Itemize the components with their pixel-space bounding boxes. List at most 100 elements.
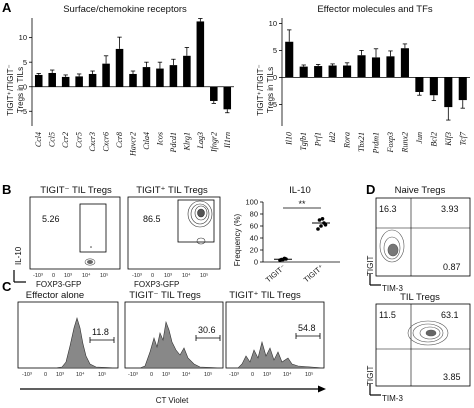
flow-histograms-c: Effector alone TIGIT⁻ TIL Tregs TIGIT⁺ T… [17, 290, 326, 405]
scatter-chart-il10: IL-10 Frequency (%) 0 20 40 60 80 100 TIGIT⁻ TI… [233, 185, 340, 284]
flow-b2-contours [187, 200, 213, 245]
bar-Lag3 [196, 21, 205, 87]
scatter-category-label: TIGIT⁻ [264, 263, 288, 285]
scatter-point [320, 217, 325, 221]
flow-c-x-label: CT Violet [156, 396, 189, 405]
bar-Id2 [328, 65, 337, 78]
bar-Ccr2 [61, 76, 70, 87]
flow-b2-x-label: FOXP3-GFP [134, 280, 179, 289]
category-label-Jun: Jun [415, 132, 424, 144]
y-tick-label: 0 [23, 82, 27, 91]
category-label-Havcr2: Havcr2 [129, 132, 138, 157]
category-label-Tcf7: Tcf7 [458, 131, 467, 145]
significance-label: ** [298, 199, 306, 209]
category-label-Tgfb1: Tgfb1 [299, 132, 308, 151]
flow-b1-x-label: FOXP3-GFP [36, 280, 81, 289]
panel-label-d: D [366, 182, 375, 197]
flow-b2-percent: 86.5 [143, 214, 161, 224]
category-label-Runx2: Runx2 [400, 132, 409, 153]
flow-c3-x-tick-5: 10⁵ [305, 371, 313, 378]
flow-c1-percent: 11.8 [92, 327, 109, 337]
bar-Ctla4 [142, 67, 151, 87]
flow-d2-x-label: TIM-3 [382, 394, 403, 403]
flow-b1-percent: 5.26 [42, 214, 60, 224]
bar-Klrg1 [183, 55, 191, 87]
category-label-Ifngr2: Ifngr2 [209, 132, 218, 153]
category-label-Ccl5: Ccl5 [48, 132, 57, 147]
flow-b2-x-tick-4: 10⁴ [182, 272, 191, 279]
flow-d1-q-ur: 3.93 [441, 204, 459, 214]
bar-Rora [343, 65, 352, 78]
scatter-point [316, 227, 320, 231]
category-label-Il1rn: Il1rn [223, 132, 232, 149]
bar-Cxcr6 [102, 63, 110, 87]
panel-label-a: A [2, 0, 12, 15]
panel-label-b: B [2, 182, 11, 197]
flow-d2-frame [375, 303, 471, 387]
flow-d1-q-lr: 0.87 [443, 262, 461, 272]
bar-plot-surface: -5 0 5 10 Ccl4 Ccl5 Ccr2 Ccr5 Cxcr3 Cxcr6 Ccr8 Havc… [19, 18, 234, 157]
scatter-y-tick-label: 100 [245, 198, 258, 207]
bar-Prf1 [314, 66, 323, 78]
flow-c2-percent: 30.6 [198, 325, 216, 335]
bar-Ccr8 [115, 48, 124, 87]
bar-Prdm1 [371, 57, 381, 78]
scatter-y-tick-label: 40 [250, 234, 258, 243]
flow-plot-d2: TIL Tregs 11.5 63.1 3.85 TIGIT TIM-3 [366, 292, 471, 403]
flow-b1-events [84, 246, 96, 266]
bar-Foxp3 [386, 56, 395, 78]
category-label-Prdm1: Prdm1 [372, 132, 381, 154]
bar-Cxcr3 [88, 73, 97, 87]
bar-Ifngr2 [210, 86, 218, 101]
flow-d2-title: TIL Tregs [400, 292, 440, 303]
flow-b2-gate [177, 199, 215, 243]
bar-Ccr5 [75, 76, 83, 87]
flow-c2-x-tick-0: 0 [150, 372, 153, 378]
category-label-Klrg1: Klrg1 [182, 132, 191, 151]
category-label-Ccr8: Ccr8 [115, 132, 124, 148]
flow-c2-x-tick-3: 10³ [162, 372, 170, 378]
flow-b1-y-label: IL-10 [14, 246, 23, 265]
flow-d2-q-ur: 63.1 [441, 310, 459, 320]
scatter-category-label: TIGIT⁺ [302, 263, 326, 285]
category-label-Pdcd1: Pdcd1 [169, 132, 178, 153]
flow-b1-x-tick-3: 10³ [64, 273, 72, 279]
bar-chart-effector-molecules: Effector molecules and TFs TIGIT⁺/TIGIT⁻… [256, 4, 470, 154]
category-label-Foxp3: Foxp3 [386, 132, 395, 153]
chart-title-effector: Effector molecules and TFs [317, 4, 433, 15]
flow-d2-q-lr: 3.85 [443, 372, 461, 382]
scatter-point [279, 257, 284, 262]
y-tick-label: -5 [20, 107, 27, 116]
flow-plot-b1: TIGIT⁻ TIL Tregs 5.26 -10³ 0 10³ 10⁴ 10⁵… [13, 185, 121, 289]
scatter-point [323, 223, 328, 227]
y-tick-label: 0 [273, 73, 277, 82]
scatter-plot-il10: 0 20 40 60 80 100 TIGIT⁻ TIGIT⁺ ** [245, 198, 340, 285]
y-axis-label-left-1: TIGIT⁺/TIGIT⁻ [6, 64, 15, 116]
flow-d1-frame [375, 197, 471, 277]
flow-c3-x-tick-neg: -10³ [229, 372, 239, 378]
flow-b2-x-tick-neg: -10³ [132, 273, 142, 279]
bar-Klf3 [444, 77, 453, 108]
flow-d2-q-ul: 11.5 [379, 310, 396, 320]
flow-c1-x-tick-5: 10⁵ [98, 371, 106, 378]
flow-c1-x-tick-0: 0 [44, 372, 47, 378]
category-label-Ccl4: Ccl4 [34, 132, 43, 147]
category-label-Cxcr3: Cxcr3 [88, 132, 97, 152]
flow-b2-title: TIGIT⁺ TIL Tregs [136, 185, 208, 196]
category-label-Id2: Id2 [328, 132, 337, 144]
bar-Tgfb1 [299, 66, 308, 78]
y-axis-label-right-1: TIGIT⁺/TIGIT⁻ [256, 64, 265, 116]
scatter-point [317, 218, 322, 222]
category-label-Klf3: Klf3 [444, 132, 453, 147]
flow-c2-histogram [125, 320, 224, 369]
bar-chart-surface-receptors: Surface/chemokine receptors TIGIT⁺/TIGIT… [6, 4, 234, 157]
scatter-y-tick-label: 60 [250, 222, 258, 231]
category-label-Cxcr6: Cxcr6 [102, 132, 111, 152]
flow-c3-percent: 54.8 [298, 323, 316, 333]
flow-c3-x-tick-0: 0 [251, 372, 254, 378]
flow-b1-gate [79, 203, 107, 253]
bar-Jun [415, 77, 424, 92]
flow-c3-title: TIGIT⁺ TIL Tregs [229, 290, 301, 301]
y-axis-label-left-2: Tregs in TILs [16, 67, 25, 113]
